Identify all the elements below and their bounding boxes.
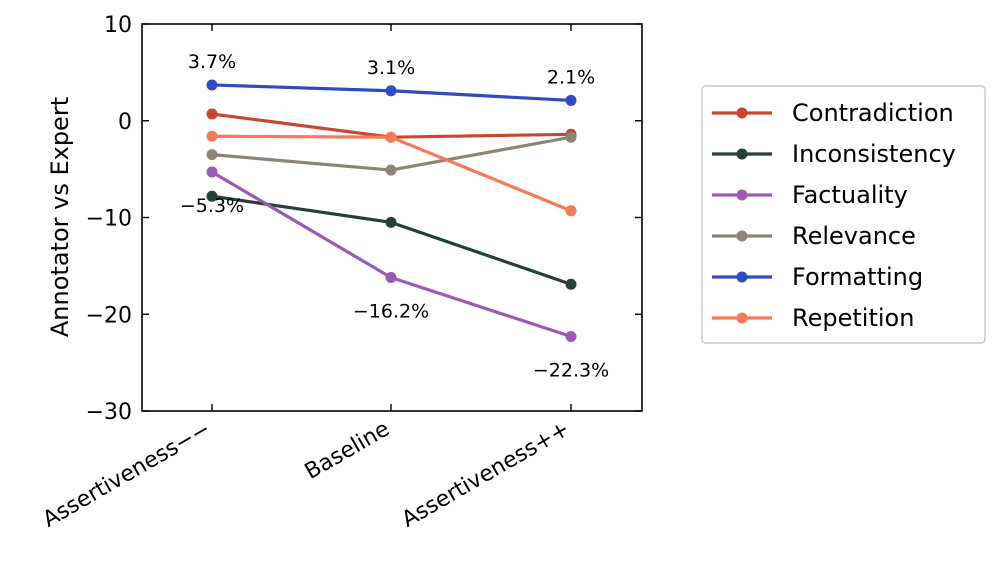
legend-label: Repetition [792, 304, 914, 332]
data-point [206, 149, 218, 161]
y-tick-label: −20 [86, 303, 132, 328]
data-point [385, 271, 397, 283]
legend-marker [736, 312, 748, 324]
y-tick-label: −30 [86, 400, 132, 425]
legend-item: Contradiction [712, 99, 954, 127]
data-point [385, 164, 397, 176]
data-label: 3.7% [188, 51, 236, 73]
data-label: −22.3% [533, 360, 609, 382]
legend-marker [736, 107, 748, 119]
series-relevance [206, 131, 577, 176]
series-inconsistency [206, 190, 577, 290]
x-tick-label: Assertiveness−− [39, 417, 215, 533]
y-tick-label: 10 [104, 13, 132, 38]
data-point [565, 205, 577, 217]
data-point [565, 331, 577, 343]
y-axis-label: Annotator vs Expert [46, 97, 74, 337]
legend-label: Relevance [792, 222, 916, 250]
legend-marker [736, 189, 748, 201]
x-tick-label: Assertiveness++ [398, 417, 574, 533]
legend-item: Relevance [712, 222, 916, 250]
legend-item: Repetition [712, 304, 914, 332]
y-axis: 10 0 −10 −20 −30 [86, 13, 642, 425]
legend-marker [736, 230, 748, 242]
data-point [385, 85, 397, 97]
data-label: 2.1% [547, 66, 595, 88]
series-formatting [206, 79, 577, 106]
data-label: −5.3% [180, 195, 244, 217]
data-point [206, 130, 218, 142]
legend-label: Factuality [792, 181, 908, 209]
data-point [206, 166, 218, 178]
annotations: 3.7% 3.1% 2.1% −5.3% −16.2% −22.3% [180, 51, 609, 382]
legend-item: Formatting [712, 263, 923, 291]
data-point [206, 108, 218, 120]
data-label: −16.2% [353, 300, 429, 322]
legend-label: Formatting [792, 263, 923, 291]
legend-label: Inconsistency [792, 140, 956, 168]
y-tick-label: 0 [118, 110, 132, 135]
series-line [211, 194, 572, 286]
legend-marker [736, 148, 748, 160]
data-label: 3.1% [367, 57, 415, 79]
data-layer [206, 79, 577, 343]
legend-marker [736, 271, 748, 283]
x-axis: Assertiveness−− Baseline Assertiveness++ [39, 24, 574, 533]
x-tick-label: Baseline [301, 417, 394, 485]
data-point [565, 94, 577, 106]
legend-item: Inconsistency [712, 140, 956, 168]
data-point [385, 131, 397, 143]
data-point [385, 216, 397, 228]
data-point [206, 190, 218, 202]
legend-frame [701, 85, 986, 344]
data-point [565, 278, 577, 290]
legend-label: Contradiction [792, 99, 954, 127]
legend-item: Factuality [712, 181, 908, 209]
y-tick-label: −10 [86, 207, 132, 232]
series-factuality [206, 166, 577, 343]
data-point [565, 131, 577, 143]
legend: Contradiction Inconsistency Factuality Rele… [701, 85, 986, 344]
series-repetition [206, 130, 577, 217]
data-point [206, 79, 218, 91]
